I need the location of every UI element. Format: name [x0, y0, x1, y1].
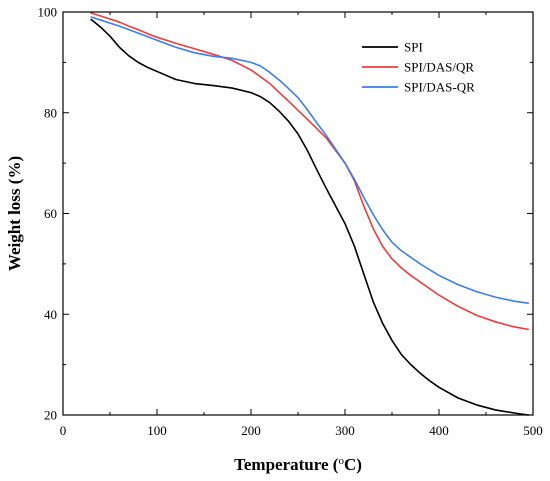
x-tick-label: 0 — [60, 423, 67, 438]
x-axis-title-main: Temperature ( — [234, 455, 339, 474]
x-tick-label: 100 — [147, 423, 167, 438]
series-line-1 — [90, 12, 530, 331]
series-line-0 — [90, 18, 530, 416]
legend-label-1: SPI/DAS/QR — [404, 60, 474, 75]
x-axis-title-degree: o — [338, 455, 344, 467]
y-tick-label: 40 — [44, 307, 57, 322]
y-axis-title: Weight loss (%) — [5, 156, 24, 271]
y-tick-label: 100 — [38, 5, 58, 20]
x-tick-label: 400 — [429, 423, 449, 438]
x-axis-title: Temperature (oC) — [234, 455, 362, 474]
series-layer — [90, 12, 530, 416]
legend-label-2: SPI/DAS-QR — [404, 80, 475, 95]
legend: SPI SPI/DAS/QR SPI/DAS-QR — [362, 40, 475, 95]
y-tick-label: 20 — [44, 408, 57, 423]
series-line-2 — [90, 16, 530, 304]
y-tick-label: 80 — [44, 105, 57, 120]
x-tick-label: 200 — [241, 423, 261, 438]
x-axis-title-unit: C) — [344, 455, 362, 474]
y-tick-label: 60 — [44, 206, 57, 221]
legend-label-0: SPI — [404, 40, 423, 55]
x-tick-label: 300 — [335, 423, 355, 438]
x-tick-label: 500 — [523, 423, 543, 438]
ticks-layer: 0 100 200 300 400 500 20 40 60 80 100 — [38, 5, 543, 439]
